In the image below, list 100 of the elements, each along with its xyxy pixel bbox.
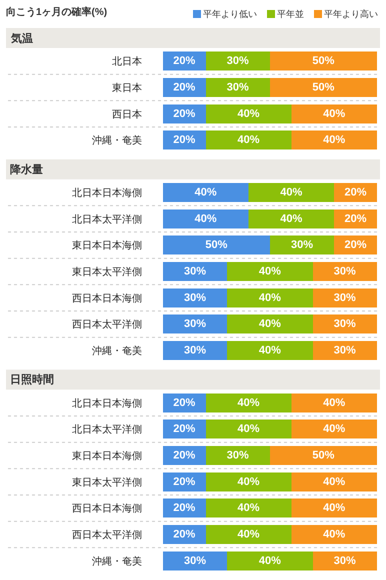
data-label: 40% <box>323 134 346 146</box>
data-label: 40% <box>258 554 282 567</box>
bar <box>163 209 249 228</box>
y-tick-label: 北日本太平洋側 <box>72 424 142 436</box>
data-label: 20% <box>173 108 196 120</box>
y-tick-label: 沖縄・奄美 <box>92 555 142 568</box>
bar <box>248 183 334 202</box>
data-label: 30% <box>184 292 206 304</box>
y-tick-label: 西日本日本海側 <box>72 292 142 304</box>
bar <box>291 130 377 150</box>
data-label: 40% <box>237 108 260 120</box>
bar <box>312 314 377 334</box>
bar <box>206 472 292 492</box>
bar <box>163 183 249 202</box>
y-tick-label: 北日本 <box>112 56 142 68</box>
data-label: 30% <box>334 554 356 567</box>
y-tick-label: 東日本日本海側 <box>72 240 142 252</box>
data-label: 40% <box>323 423 346 436</box>
bar <box>206 525 292 544</box>
bar <box>163 551 228 570</box>
data-label: 20% <box>344 186 367 199</box>
data-label: 20% <box>173 476 196 488</box>
bar <box>227 341 313 360</box>
text: 向こう1ヶ月の確率(%) <box>6 6 108 18</box>
data-label: 30% <box>334 292 356 304</box>
data-label: 40% <box>323 396 346 409</box>
data-label: 40% <box>258 292 282 304</box>
y-tick-label: 西日本 <box>112 108 142 120</box>
data-label: 40% <box>194 212 217 225</box>
data-label: 50% <box>205 239 228 252</box>
legend-label: 平年より高い <box>324 9 378 19</box>
bar <box>163 288 228 308</box>
bar <box>163 341 228 360</box>
y-tick-label: 北日本日本海側 <box>72 187 142 200</box>
bar <box>248 209 334 228</box>
data-label: 40% <box>258 318 282 330</box>
data-label: 20% <box>173 528 196 540</box>
data-label: 40% <box>237 134 260 146</box>
y-tick-label: 沖縄・奄美 <box>92 345 142 358</box>
y-tick-label: 沖縄・奄美 <box>92 134 142 147</box>
y-tick-label: 北日本太平洋側 <box>72 213 142 226</box>
y-tick-label: 東日本 <box>112 82 142 94</box>
data-label: 30% <box>226 55 250 68</box>
data-label: 30% <box>184 344 206 357</box>
data-label: 20% <box>173 423 196 436</box>
bar <box>206 78 270 97</box>
data-label: 20% <box>173 82 196 94</box>
data-label: 40% <box>258 266 282 278</box>
data-label: 30% <box>184 266 206 278</box>
bar <box>206 52 270 71</box>
bar <box>291 498 377 518</box>
bar <box>206 104 292 124</box>
bar <box>291 393 377 412</box>
data-label: 50% <box>312 82 335 94</box>
data-label: 20% <box>344 239 367 252</box>
data-label: 40% <box>237 396 260 409</box>
data-label: 20% <box>173 134 196 146</box>
bar <box>312 551 377 570</box>
data-label: 40% <box>323 476 346 488</box>
data-label: 30% <box>334 266 356 278</box>
bar <box>312 341 377 360</box>
y-tick-label: 西日本太平洋側 <box>72 318 142 331</box>
data-label: 20% <box>173 396 196 409</box>
data-label: 40% <box>323 108 346 120</box>
data-label: 40% <box>237 528 260 540</box>
y-tick-label: 北日本日本海側 <box>72 397 142 410</box>
data-label: 40% <box>280 212 303 225</box>
y-tick-label: 東日本日本海側 <box>72 450 142 462</box>
text: 気温 <box>10 32 33 45</box>
data-label: 30% <box>290 239 314 252</box>
data-label: 50% <box>312 449 335 462</box>
data-label: 20% <box>173 55 196 68</box>
bar <box>206 393 292 412</box>
text: 日照時間 <box>10 373 54 386</box>
bar <box>270 236 334 255</box>
bar <box>163 314 228 334</box>
data-label: 40% <box>237 502 260 514</box>
bar <box>206 130 292 150</box>
legend-label: 平年並 <box>277 9 304 19</box>
bar <box>291 420 377 439</box>
data-label: 40% <box>323 528 346 540</box>
data-label: 30% <box>334 344 356 357</box>
text: 降水量 <box>10 163 43 176</box>
bar <box>270 446 377 465</box>
bar <box>163 262 228 281</box>
bar <box>206 498 292 518</box>
data-label: 20% <box>344 212 367 225</box>
data-label: 40% <box>194 186 217 199</box>
data-label: 40% <box>258 344 282 357</box>
data-label: 30% <box>184 318 206 330</box>
data-label: 50% <box>312 55 335 68</box>
bar <box>227 551 313 570</box>
data-label: 30% <box>226 82 250 94</box>
data-label: 40% <box>280 186 303 199</box>
bar <box>227 314 313 334</box>
data-label: 30% <box>334 318 356 330</box>
y-tick-label: 西日本太平洋側 <box>72 528 142 541</box>
legend-label: 平年より低い <box>203 9 257 19</box>
bar <box>163 236 270 255</box>
data-label: 40% <box>237 423 260 436</box>
